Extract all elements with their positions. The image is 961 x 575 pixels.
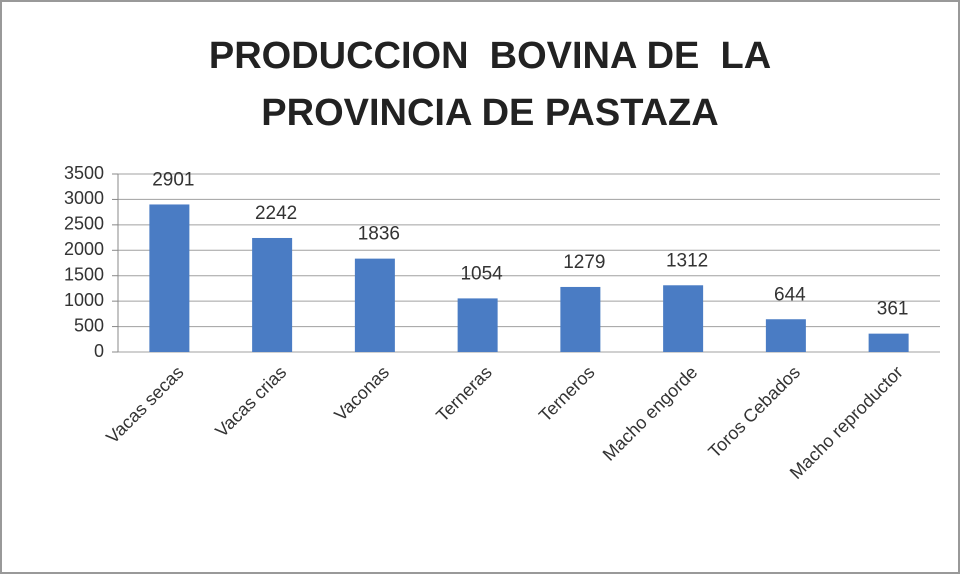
y-tick-label: 3500 bbox=[64, 163, 104, 183]
y-tick-label: 1000 bbox=[64, 290, 104, 310]
y-tick-label: 2500 bbox=[64, 214, 104, 234]
chart-title: PROVINCIA DE PASTAZA bbox=[261, 92, 718, 134]
y-tick-label: 1500 bbox=[64, 264, 104, 284]
bar bbox=[765, 319, 806, 352]
bar bbox=[868, 333, 909, 352]
y-tick-label: 500 bbox=[74, 315, 104, 335]
value-label: 1836 bbox=[358, 224, 400, 245]
bar bbox=[560, 286, 601, 352]
value-label: 2901 bbox=[152, 169, 194, 190]
bar bbox=[149, 204, 190, 352]
bar bbox=[663, 285, 704, 352]
bar bbox=[457, 298, 498, 352]
y-tick-label: 0 bbox=[94, 341, 104, 361]
y-tick-label: 2000 bbox=[64, 239, 104, 259]
bar bbox=[252, 237, 293, 352]
value-label: 1312 bbox=[666, 250, 708, 271]
value-label: 644 bbox=[774, 284, 806, 305]
y-tick-label: 3000 bbox=[64, 188, 104, 208]
bar bbox=[354, 258, 395, 352]
value-label: 1054 bbox=[460, 263, 503, 284]
value-label: 2242 bbox=[255, 203, 297, 224]
value-label: 361 bbox=[877, 299, 909, 320]
value-label: 1279 bbox=[563, 252, 605, 273]
chart-title: PRODUCCION BOVINA DE LA bbox=[209, 35, 771, 77]
